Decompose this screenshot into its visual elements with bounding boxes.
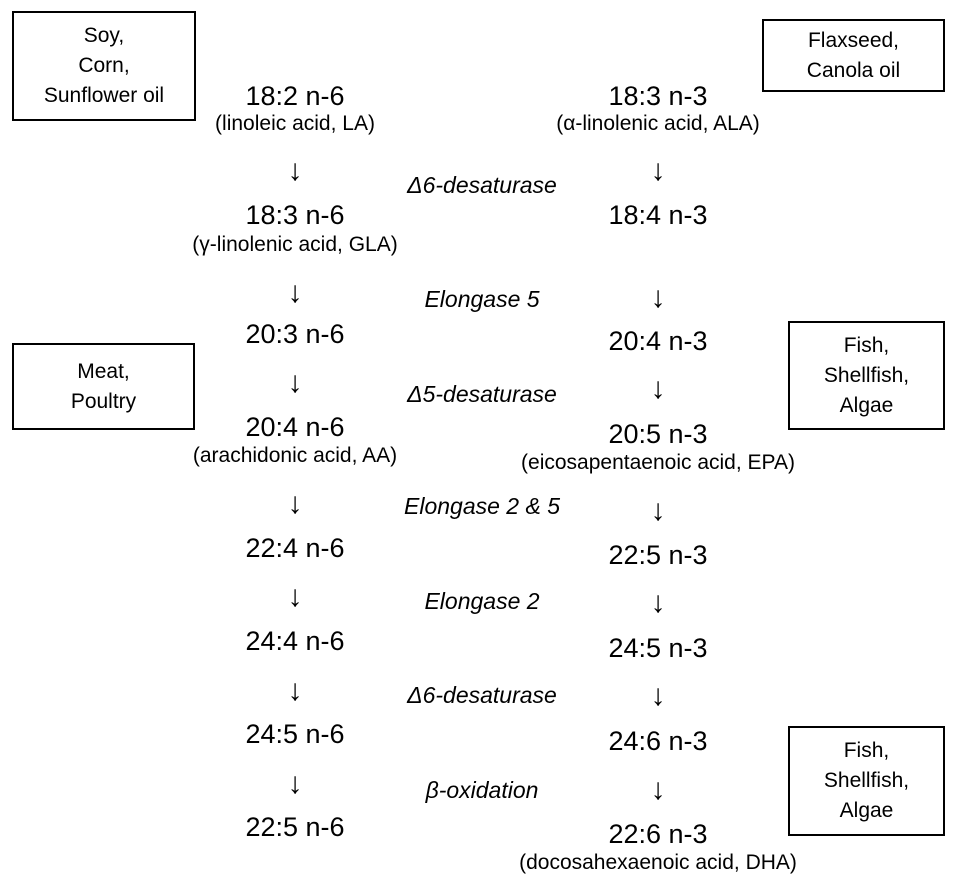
fatty-acid-dha: 22:6 n-3 [608, 819, 708, 849]
down-arrow-icon: ↓ [650, 494, 666, 527]
source-label: Poultry [70, 389, 137, 413]
fatty-acid-name-epa: (eicosapentaenoic acid, EPA) [521, 451, 795, 474]
down-arrow-icon: ↓ [650, 154, 666, 187]
fatty-acid-gla: 18:3 n-6 [245, 200, 345, 230]
down-arrow-icon: ↓ [650, 372, 666, 405]
fatty-acid-epa: 20:5 n-3 [608, 419, 708, 449]
fatty-acid-24-5-n3: 24:5 n-3 [608, 633, 708, 663]
source-label: Fish, [843, 333, 890, 357]
source-label: Corn, [78, 54, 130, 77]
fatty-acid-name-aa: (arachidonic acid, AA) [192, 444, 398, 467]
source-label: Fish, [843, 739, 890, 762]
fatty-acid-22-5: 22:5 n-6 [245, 812, 345, 842]
down-arrow-icon: ↓ [287, 276, 303, 309]
source-box-soy-corn-sunflower: Soy, Corn, Sunflower oil [12, 11, 196, 121]
source-label: Meat, [77, 359, 130, 383]
source-label: Shellfish, [823, 769, 910, 792]
down-arrow-icon: ↓ [650, 679, 666, 712]
down-arrow-icon: ↓ [287, 580, 303, 613]
enzyme-delta5-desaturase: Δ5-desaturase [407, 381, 557, 407]
enzyme-elongase-2-and-5: Elongase 2 & 5 [403, 493, 561, 519]
fatty-acid-dgla: 20:3 n-6 [245, 319, 345, 349]
source-label: Shellfish, [823, 363, 910, 387]
source-label: Algae [839, 393, 894, 417]
fatty-acid-22-4: 22:4 n-6 [245, 533, 345, 563]
fatty-acid-name-ala: (α-linolenic acid, ALA) [556, 112, 760, 135]
fatty-acid-sda: 18:4 n-3 [608, 200, 708, 230]
down-arrow-icon: ↓ [287, 487, 303, 520]
source-box-fish-dha: Fish, Shellfish, Algae [788, 726, 945, 836]
down-arrow-icon: ↓ [287, 674, 303, 707]
down-arrow-icon: ↓ [650, 281, 666, 314]
enzyme-elongase-2: Elongase 2 [424, 588, 540, 614]
fatty-acid-eta: 20:4 n-3 [608, 326, 708, 356]
enzyme-elongase-5: Elongase 5 [424, 286, 540, 312]
fatty-acid-24-4: 24:4 n-6 [245, 626, 345, 656]
source-box-flaxseed-canola: Flaxseed, Canola oil [762, 19, 945, 92]
fatty-acid-aa: 20:4 n-6 [245, 412, 345, 442]
fatty-acid-ala: 18:3 n-3 [608, 81, 708, 111]
down-arrow-icon: ↓ [650, 773, 666, 806]
fatty-acid-name-dha: (docosahexaenoic acid, DHA) [519, 851, 797, 874]
enzyme-beta-oxidation: β-oxidation [425, 777, 539, 803]
down-arrow-icon: ↓ [287, 767, 303, 800]
source-box-meat-poultry: Meat, Poultry [12, 343, 195, 430]
down-arrow-icon: ↓ [287, 366, 303, 399]
down-arrow-icon: ↓ [650, 586, 666, 619]
fatty-acid-24-6: 24:6 n-3 [608, 726, 708, 756]
fatty-acid-la: 18:2 n-6 [245, 81, 345, 111]
fatty-acid-24-5: 24:5 n-6 [245, 719, 345, 749]
enzyme-delta6-desaturase: Δ6-desaturase [407, 172, 557, 198]
fatty-acid-name-la: (linoleic acid, LA) [215, 112, 375, 135]
fatty-acid-dpa: 22:5 n-3 [608, 540, 708, 570]
down-arrow-icon: ↓ [287, 154, 303, 187]
source-label: Algae [839, 799, 894, 822]
source-label: Canola oil [806, 58, 901, 82]
fatty-acid-name-gla: (γ-linolenic acid, GLA) [192, 233, 398, 256]
source-label: Sunflower oil [43, 84, 165, 107]
source-box-fish-epa: Fish, Shellfish, Algae [788, 321, 945, 430]
source-label: Flaxseed, [807, 28, 900, 52]
enzyme-delta6-desaturase-second: Δ6-desaturase [407, 682, 557, 708]
source-label: Soy, [83, 24, 125, 47]
